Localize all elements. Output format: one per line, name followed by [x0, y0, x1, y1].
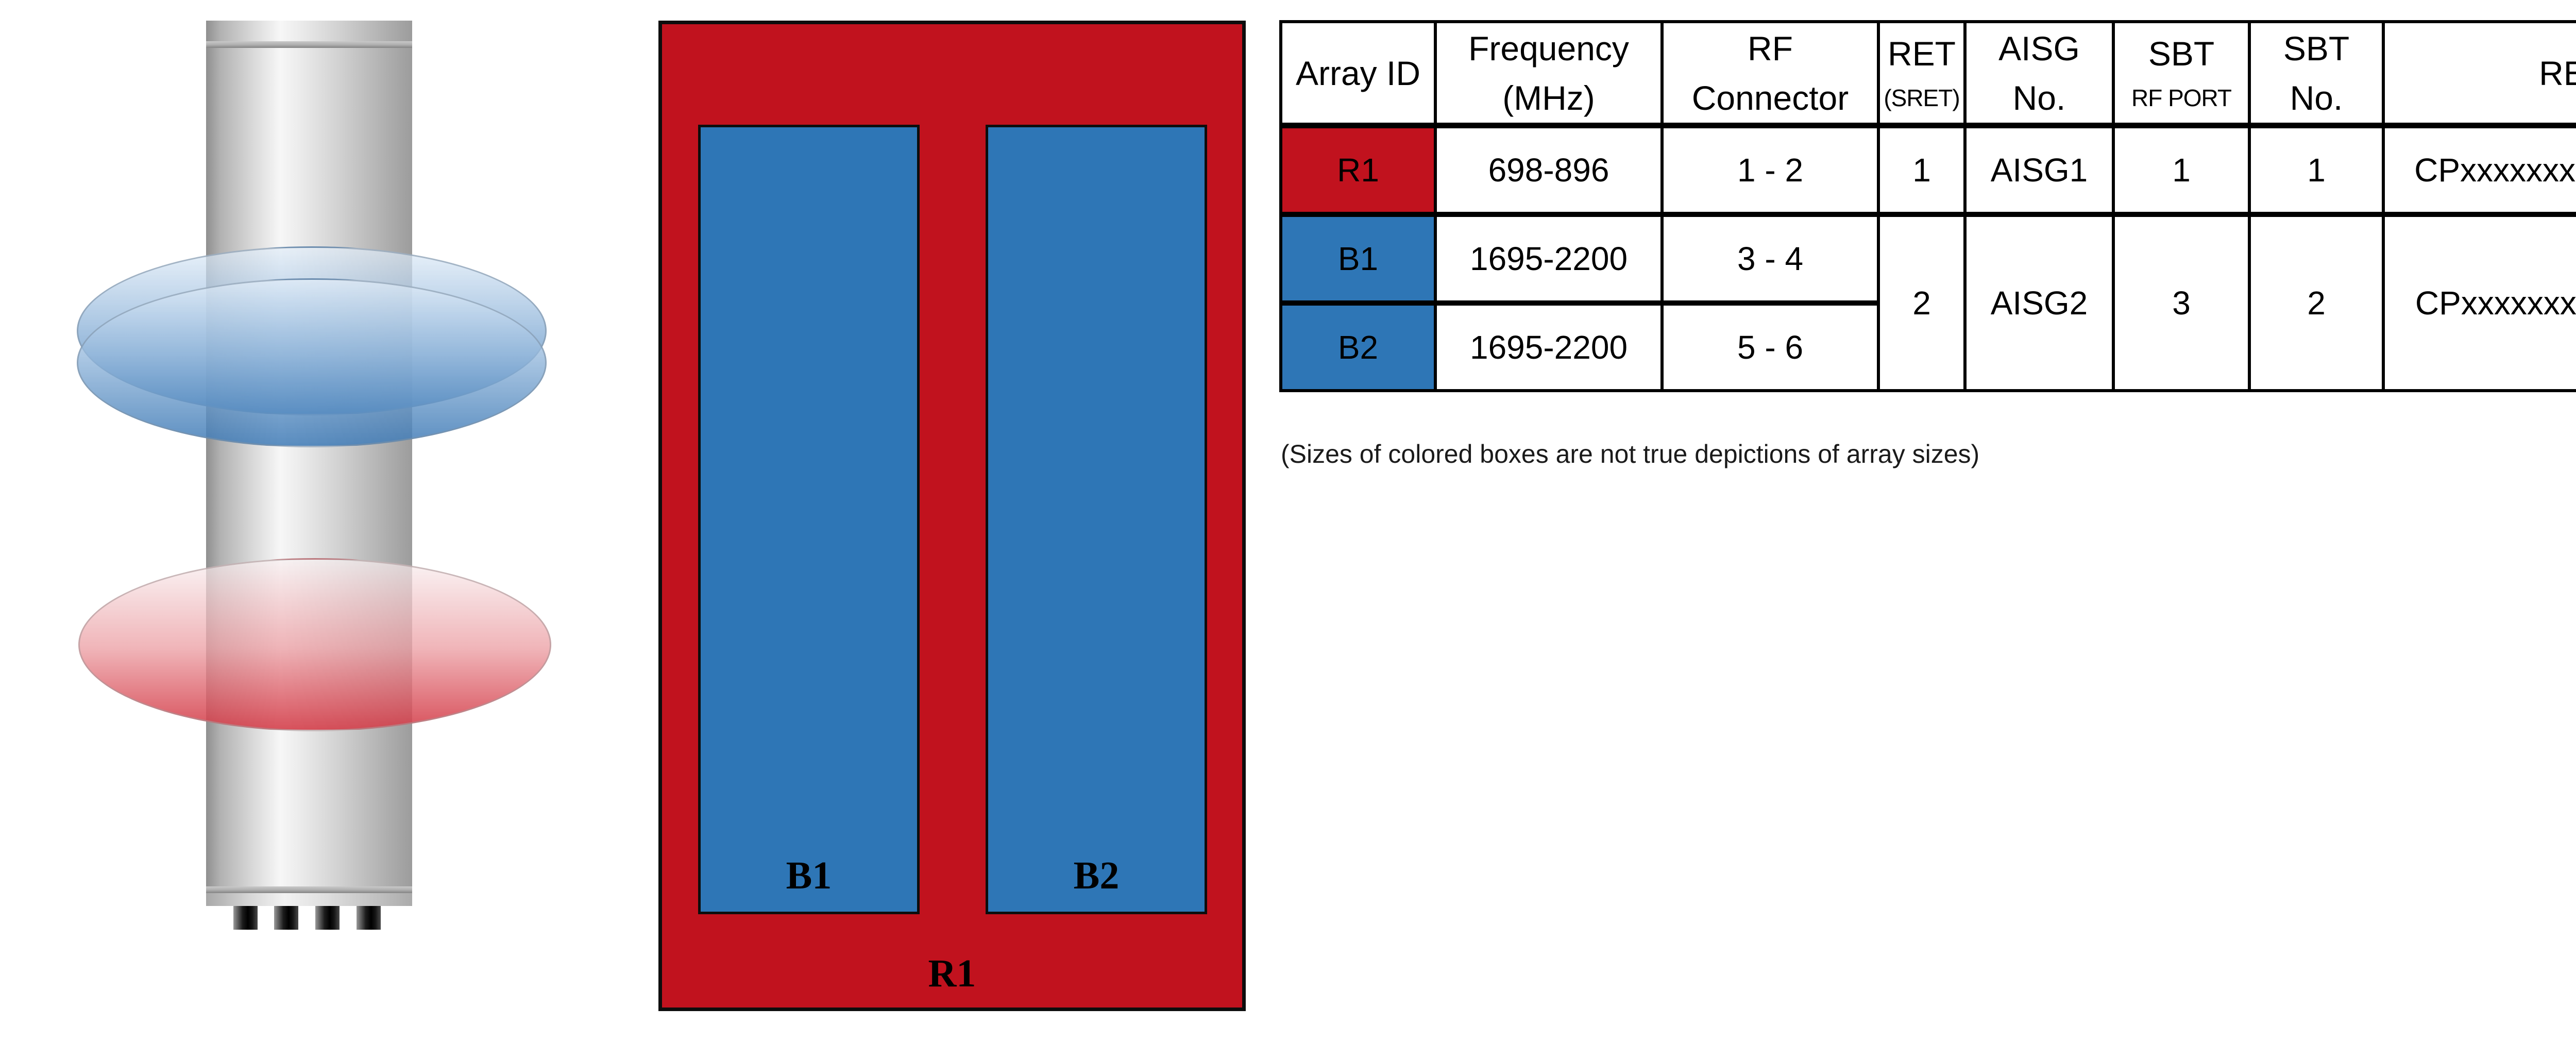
array-spec-table: Array ID Frequency (MHz) RF Connector RET(… — [1279, 20, 2576, 392]
cell-sbt-rf-port-b1b2: 3 — [2112, 212, 2251, 392]
connector-stub — [357, 906, 381, 930]
b1-label: B1 — [786, 854, 832, 897]
cell-array-id-b2: B2 — [1279, 300, 1437, 392]
antenna-cylinder — [206, 21, 412, 906]
table-row-r1: R1 698-896 1 - 2 1 AISG1 1 1 CPxxxxxxxxx… — [1279, 123, 2576, 216]
red-beam-ellipse — [78, 558, 551, 731]
cell-ret-uid-r1: CPxxxxxxxxxxxxxxxxxxR1 — [2382, 123, 2576, 216]
cell-ret-sret-r1: 1 — [1877, 123, 1967, 216]
cell-frequency-b1: 1695-2200 — [1434, 212, 1664, 305]
r1-label: R1 — [928, 952, 976, 995]
table-row-b2: B2 1695-2200 5 - 6 — [1279, 300, 2576, 392]
cell-array-id-r1: R1 — [1279, 123, 1437, 216]
col-header-aisg-no: AISG No. — [1963, 20, 2115, 128]
cell-aisg-no-b1b2: AISG2 — [1963, 212, 2115, 392]
antenna-illustration — [0, 0, 649, 1041]
size-disclaimer-note: (Sizes of colored boxes are not true dep… — [1281, 440, 1980, 468]
col-header-sbt-no: SBT No. — [2248, 20, 2385, 128]
connector-stub — [315, 906, 340, 930]
cell-rf-connector-b1: 3 - 4 — [1660, 212, 1880, 305]
col-header-array-id: Array ID — [1279, 20, 1437, 128]
array-layout-r1-box: B1 B2 R1 — [658, 21, 1246, 1011]
b2-label: B2 — [1073, 854, 1120, 897]
cell-sbt-rf-port-r1: 1 — [2112, 123, 2251, 216]
cylinder-bottom-seam — [206, 886, 412, 893]
col-header-rf-connector: RF Connector — [1660, 20, 1880, 128]
cell-frequency-r1: 698-896 — [1434, 123, 1664, 216]
cell-sbt-no-r1: 1 — [2248, 123, 2385, 216]
cell-aisg-no-r1: AISG1 — [1963, 123, 2115, 216]
connector-stub — [274, 906, 298, 930]
cell-rf-connector-r1: 1 - 2 — [1660, 123, 1880, 216]
blue-beam-ellipse-lower — [77, 278, 547, 447]
cell-sbt-no-b1b2: 2 — [2248, 212, 2385, 392]
connector-stub — [233, 906, 258, 930]
cell-ret-sret-b1b2: 2 — [1877, 212, 1967, 392]
col-header-frequency: Frequency (MHz) — [1434, 20, 1664, 128]
cell-ret-uid-b1b2: CPxxxxxxxxxxxxxxxxxxB1 — [2382, 212, 2576, 392]
cylinder-top-seam — [206, 41, 412, 48]
cylinder-bottom-skirt — [206, 893, 412, 906]
col-header-sbt-rf-port: SBT RF PORT — [2112, 20, 2251, 128]
cell-frequency-b2: 1695-2200 — [1434, 300, 1664, 392]
cell-array-id-b1: B1 — [1279, 212, 1437, 305]
array-layout-b1-box: B1 — [698, 125, 920, 914]
col-header-ret-uid: RET UID — [2382, 20, 2576, 128]
cell-rf-connector-b2: 5 - 6 — [1660, 300, 1880, 392]
header-row: Array ID Frequency (MHz) RF Connector RET(… — [1279, 20, 2576, 128]
col-header-ret-sret: RET (SRET) — [1877, 20, 1967, 128]
table-row-b1: B1 1695-2200 3 - 4 2 AISG2 3 2 CPxxxxxxx… — [1279, 212, 2576, 392]
array-layout-b2-box: B2 — [986, 125, 1207, 914]
